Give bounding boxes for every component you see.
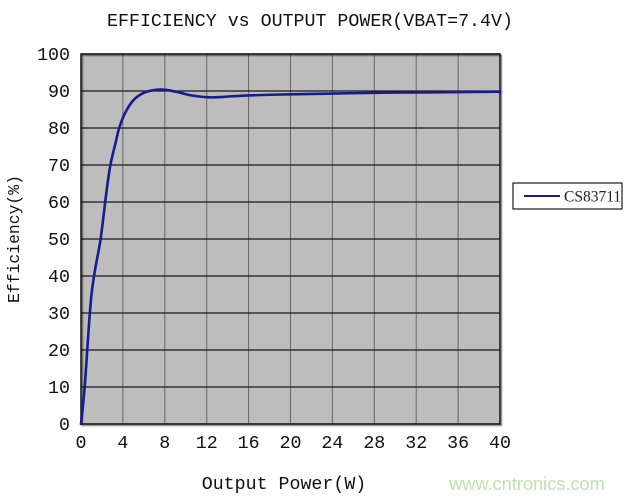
svg-text:36: 36 (447, 434, 469, 454)
svg-text:24: 24 (321, 434, 343, 454)
svg-text:4: 4 (117, 434, 128, 454)
svg-text:10: 10 (48, 379, 70, 399)
svg-text:0: 0 (59, 416, 70, 436)
svg-text:16: 16 (238, 434, 260, 454)
svg-text:EFFICIENCY vs OUTPUT POWER(VBA: EFFICIENCY vs OUTPUT POWER(VBAT=7.4V) (107, 12, 513, 32)
svg-text:90: 90 (48, 83, 70, 103)
svg-text:CS83711: CS83711 (564, 189, 621, 206)
svg-text:0: 0 (76, 434, 87, 454)
svg-text:32: 32 (405, 434, 427, 454)
svg-text:28: 28 (363, 434, 385, 454)
svg-text:www.cntronics.com: www.cntronics.com (448, 474, 605, 494)
svg-text:50: 50 (48, 231, 70, 251)
svg-text:30: 30 (48, 305, 70, 325)
svg-text:8: 8 (159, 434, 170, 454)
svg-text:80: 80 (48, 120, 70, 140)
svg-text:20: 20 (280, 434, 302, 454)
svg-text:40: 40 (48, 268, 70, 288)
svg-text:Output Power(W): Output Power(W) (202, 475, 367, 495)
svg-text:70: 70 (48, 157, 70, 177)
svg-text:60: 60 (48, 194, 70, 214)
svg-text:20: 20 (48, 342, 70, 362)
svg-text:40: 40 (489, 434, 511, 454)
svg-text:12: 12 (196, 434, 218, 454)
svg-text:100: 100 (37, 46, 70, 66)
svg-text:Efficiency(%): Efficiency(%) (5, 175, 24, 303)
